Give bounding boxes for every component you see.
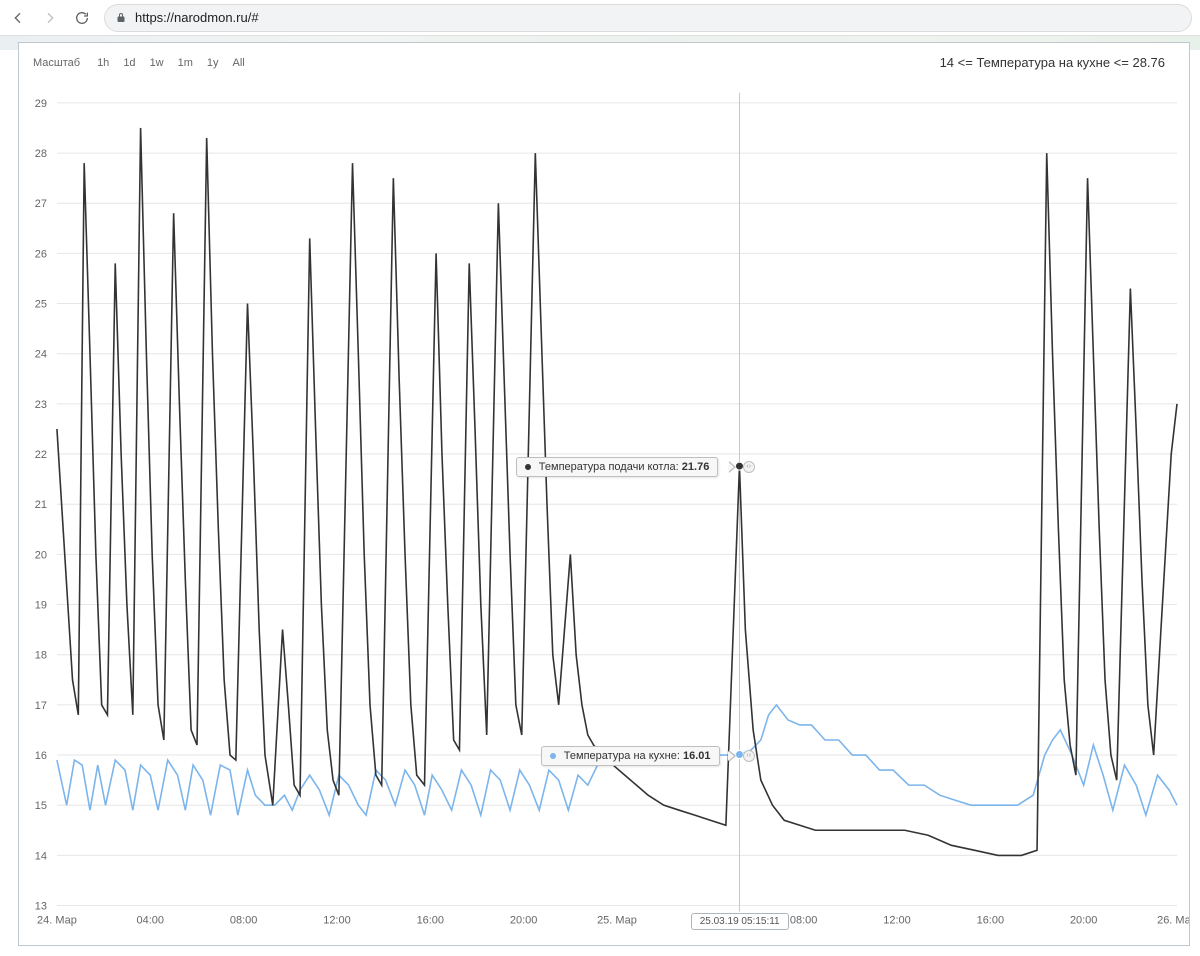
svg-text:20:00: 20:00 [1070, 914, 1097, 926]
series2-dot-icon [550, 753, 556, 759]
tooltip-series1: Температура подачи котла: 21.76 [516, 457, 719, 477]
svg-text:19: 19 [35, 600, 47, 612]
forward-button[interactable] [40, 8, 60, 28]
tooltip-handle-1[interactable]: ‹› [743, 461, 755, 473]
svg-text:16:00: 16:00 [977, 914, 1004, 926]
svg-text:14: 14 [35, 850, 47, 862]
svg-text:15: 15 [35, 800, 47, 812]
svg-text:25: 25 [35, 299, 47, 311]
svg-text:12:00: 12:00 [883, 914, 910, 926]
tooltip-series2: Температура на кухне: 16.01 [541, 746, 720, 766]
tooltip-series2-value: 16.01 [683, 750, 711, 762]
browser-toolbar: https://narodmon.ru/# [0, 0, 1200, 36]
svg-text:20: 20 [35, 549, 47, 561]
svg-text:08:00: 08:00 [790, 914, 817, 926]
svg-text:26: 26 [35, 248, 47, 260]
address-bar[interactable]: https://narodmon.ru/# [104, 4, 1192, 32]
chart-container: Масштаб 1h1d1w1m1yAll 14 <= Температура … [18, 42, 1190, 946]
svg-text:17: 17 [35, 700, 47, 712]
tooltip-arrow-2 [729, 750, 736, 762]
svg-text:27: 27 [35, 198, 47, 210]
svg-text:26. Мар: 26. Мар [1157, 914, 1189, 926]
back-button[interactable] [8, 8, 28, 28]
tooltip-series2-label: Температура на кухне: [564, 750, 680, 762]
svg-text:16: 16 [35, 750, 47, 762]
reload-button[interactable] [72, 8, 92, 28]
svg-text:18: 18 [35, 650, 47, 662]
series1-dot-icon [525, 464, 531, 470]
svg-text:13: 13 [35, 901, 47, 913]
lock-icon [115, 12, 127, 24]
tooltip-series1-label: Температура подачи котла: [539, 461, 679, 473]
svg-text:23: 23 [35, 399, 47, 411]
svg-text:24: 24 [35, 349, 47, 361]
svg-text:28: 28 [35, 148, 47, 160]
svg-text:29: 29 [35, 98, 47, 110]
tooltip-handle-2[interactable]: ‹› [743, 750, 755, 762]
tooltip-arrow-1 [729, 461, 736, 473]
crosshair-time-badge: 25.03.19 05:15:11 [691, 913, 789, 930]
chart-plot[interactable]: 13 14 15 16 17 18 19 20 21 22 23 24 25 26 27 28 29 24. Ма… [19, 43, 1189, 945]
svg-text:16:00: 16:00 [417, 914, 444, 926]
svg-text:21: 21 [35, 499, 47, 511]
url-text: https://narodmon.ru/# [135, 10, 259, 25]
svg-text:20:00: 20:00 [510, 914, 537, 926]
tooltip-series1-value: 21.76 [682, 461, 710, 473]
svg-text:24. Мар: 24. Мар [37, 914, 77, 926]
svg-text:08:00: 08:00 [230, 914, 257, 926]
svg-text:22: 22 [35, 449, 47, 461]
svg-text:25. Мар: 25. Мар [597, 914, 637, 926]
svg-text:04:00: 04:00 [137, 914, 164, 926]
svg-text:12:00: 12:00 [323, 914, 350, 926]
